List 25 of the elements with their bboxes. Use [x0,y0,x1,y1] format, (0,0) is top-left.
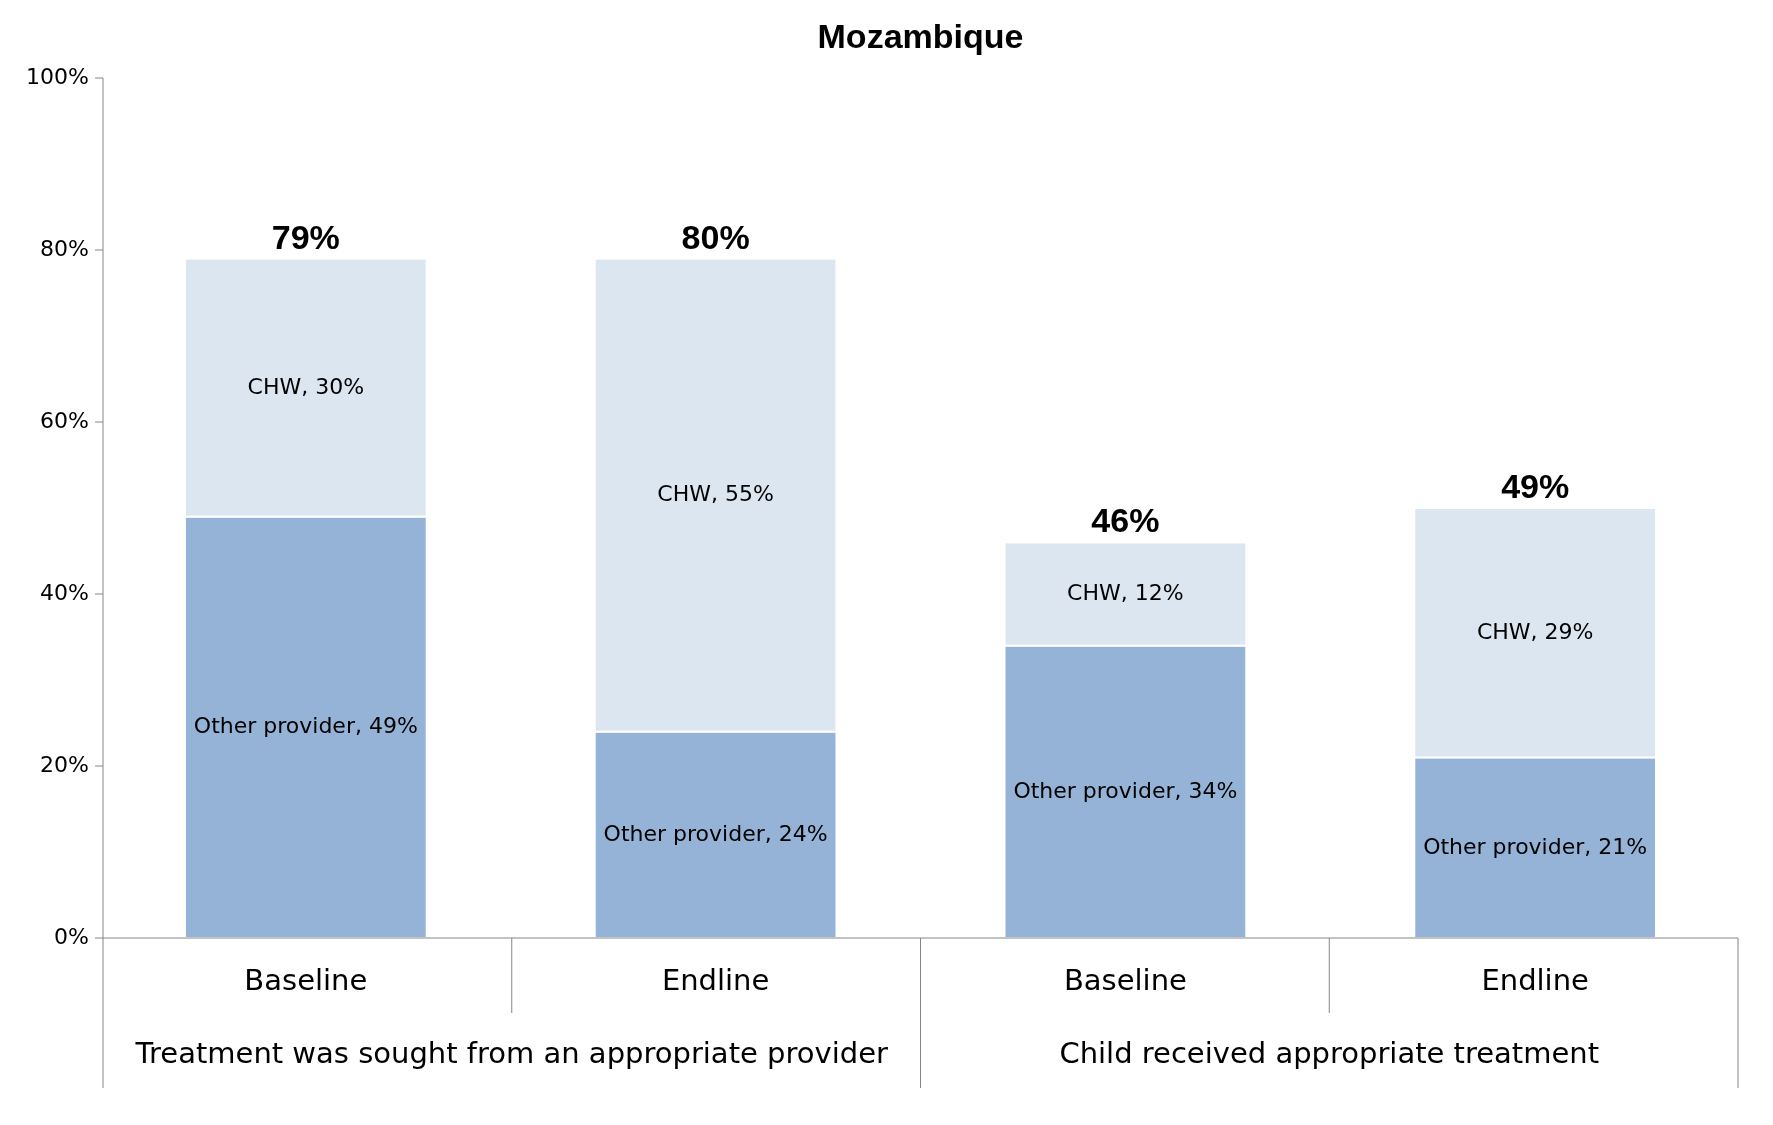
data-label: CHW, 29% [1476,618,1594,644]
y-tick-label: 40% [40,580,89,605]
data-label: Other provider, 49% [193,713,418,739]
total-label: 79% [271,217,340,256]
text: Child received appropriate treatment [1059,1036,1600,1070]
x-tick-label: Endline [661,963,770,997]
chart-title: Mozambique [817,17,1024,55]
y-tick-label: 60% [40,408,89,433]
x-tick-label: Endline [1481,963,1589,997]
y-tick-label: 20% [40,752,89,777]
text: Treatment was sought from an appropriate provider [134,1036,888,1070]
y-tick-label: 80% [40,236,89,261]
total-label: 80% [681,217,750,256]
data-label: CHW, 12% [1067,580,1184,605]
total-label: 46% [1091,501,1160,540]
data-label: Other provider, 34% [1013,777,1238,803]
data-label: Other provider, 24% [603,820,828,846]
x-tick-label: Baseline [244,963,368,997]
y-tick-label: 0% [54,924,89,949]
data-label: Other provider, 21% [1423,833,1648,859]
data-label: CHW, 30% [247,373,365,399]
y-tick-label: 100% [26,64,89,89]
x-tick-label: Baseline [1063,963,1187,997]
total-label: 49% [1501,467,1570,505]
data-label: CHW, 55% [657,481,774,507]
